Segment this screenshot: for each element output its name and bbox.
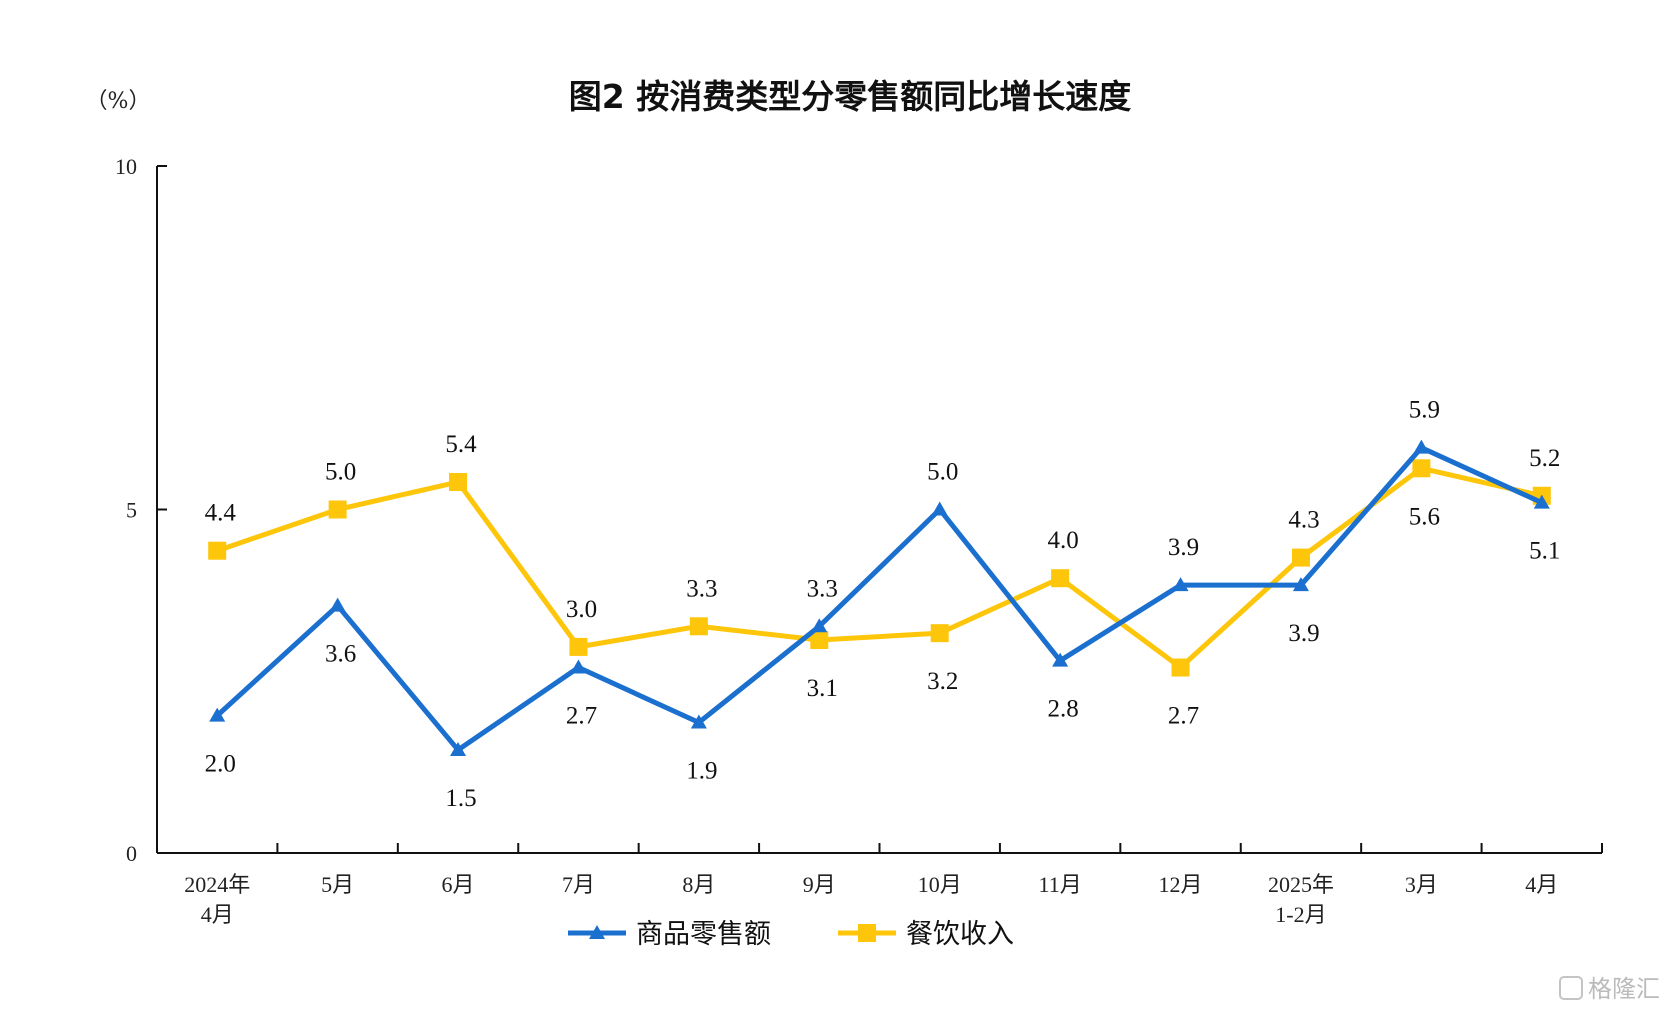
goods-data-label: 5.9 (1409, 397, 1440, 424)
legend-label: 餐饮收入 (906, 919, 1014, 950)
goods-data-label: 3.9 (1288, 620, 1319, 647)
x-tick-label: 2024年 (184, 872, 250, 897)
catering-data-label: 3.2 (927, 668, 958, 695)
catering-data-label: 2.7 (1168, 703, 1199, 730)
catering-data-label: 4.3 (1288, 507, 1319, 534)
goods-data-label: 5.0 (927, 459, 958, 486)
x-tick-label: 9月 (803, 872, 836, 897)
x-tick-label: 5月 (321, 872, 354, 897)
goods-point-marker (931, 501, 948, 516)
catering-data-label: 5.0 (325, 459, 356, 486)
goods-data-label: 3.9 (1168, 534, 1199, 561)
goods-point-marker (209, 707, 226, 722)
series-line-catering (216, 465, 1543, 671)
catering-point-marker (1051, 569, 1070, 588)
y-tick-label: 0 (126, 841, 137, 866)
goods-point-marker (570, 659, 587, 674)
legend-label: 商品零售额 (636, 919, 771, 950)
catering-point-marker (1171, 658, 1190, 677)
legend-marker-icon (858, 924, 876, 942)
x-tick-label: 12月 (1159, 872, 1203, 897)
x-tick-label: 3月 (1405, 872, 1438, 897)
catering-data-label: 4.0 (1048, 527, 1079, 554)
catering-data-label: 4.4 (205, 500, 237, 527)
series-line-goods (215, 444, 1543, 754)
legend-catering: 餐饮收入 (838, 919, 1014, 950)
catering-point-marker (1412, 459, 1431, 478)
goods-point-marker (1172, 577, 1189, 592)
y-tick-label: 5 (126, 498, 137, 523)
legend-marker-icon (589, 925, 605, 939)
catering-point-marker (1291, 548, 1310, 567)
chart-title: 图2 按消费类型分零售额同比增长速度 (569, 77, 1131, 116)
x-tick-label: 4月 (201, 902, 234, 927)
x-tick-label: 10月 (918, 872, 962, 897)
y-axis-unit: （%） (86, 89, 151, 114)
goods-point-marker (1052, 652, 1069, 667)
goods-data-label: 2.8 (1048, 696, 1079, 723)
catering-point-marker (930, 624, 949, 643)
y-tick-label: 10 (115, 154, 137, 179)
data-labels: 2.0 4.4 3.6 5.0 1.5 5.4 2.7 3.0 1.9 3.3 3.3 3.1 5.0 3… (205, 397, 1561, 812)
goods-point-marker (690, 714, 707, 729)
goods-point-marker (811, 618, 828, 633)
catering-data-label: 3.0 (566, 596, 597, 623)
goods-point-marker (450, 741, 467, 756)
axes: 0 5 10 2024年 4月 5月 6月 7月 8月 9月 10月 11月 12月 2025年 1-2月 3… (115, 154, 1603, 927)
goods-data-label: 3.6 (325, 641, 356, 668)
legend-goods: 商品零售额 (568, 919, 771, 950)
catering-point-marker (569, 637, 588, 656)
x-tick-label: 1-2月 (1275, 902, 1326, 927)
catering-point-marker (328, 500, 347, 519)
catering-point-marker (208, 541, 227, 560)
goods-data-label: 1.5 (445, 785, 476, 812)
x-tick-label: 8月 (682, 872, 715, 897)
goods-point-marker (329, 597, 346, 612)
x-tick-label: 2025年 (1268, 872, 1334, 897)
catering-point-marker (689, 617, 708, 636)
catering-point-marker (449, 473, 468, 492)
watermark-text: 格隆汇 (1588, 975, 1660, 1003)
goods-point-marker (1533, 494, 1550, 509)
goods-data-label: 2.7 (566, 703, 597, 730)
legend: 商品零售额 餐饮收入 (568, 919, 1014, 950)
x-tick-label: 4月 (1525, 872, 1558, 897)
goods-data-label: 2.0 (205, 751, 236, 778)
catering-data-label: 3.3 (686, 575, 717, 602)
catering-data-label: 5.6 (1409, 503, 1440, 530)
catering-data-label: 5.4 (445, 431, 477, 458)
goods-data-label: 3.3 (807, 575, 838, 602)
x-tick-label: 11月 (1039, 872, 1082, 897)
x-tick-label: 7月 (562, 872, 595, 897)
goods-point-marker (1292, 577, 1309, 592)
catering-data-label: 5.2 (1529, 445, 1560, 472)
x-tick-label: 6月 (442, 872, 475, 897)
goods-data-label: 5.1 (1529, 538, 1560, 565)
catering-data-label: 3.1 (807, 675, 838, 702)
catering-point-marker (810, 631, 829, 650)
watermark-logo-icon (1559, 976, 1583, 1000)
watermark: 格隆汇 (1559, 975, 1660, 1003)
goods-data-label: 1.9 (686, 757, 717, 784)
goods-point-marker (1413, 439, 1430, 454)
series-layer (208, 439, 1551, 756)
